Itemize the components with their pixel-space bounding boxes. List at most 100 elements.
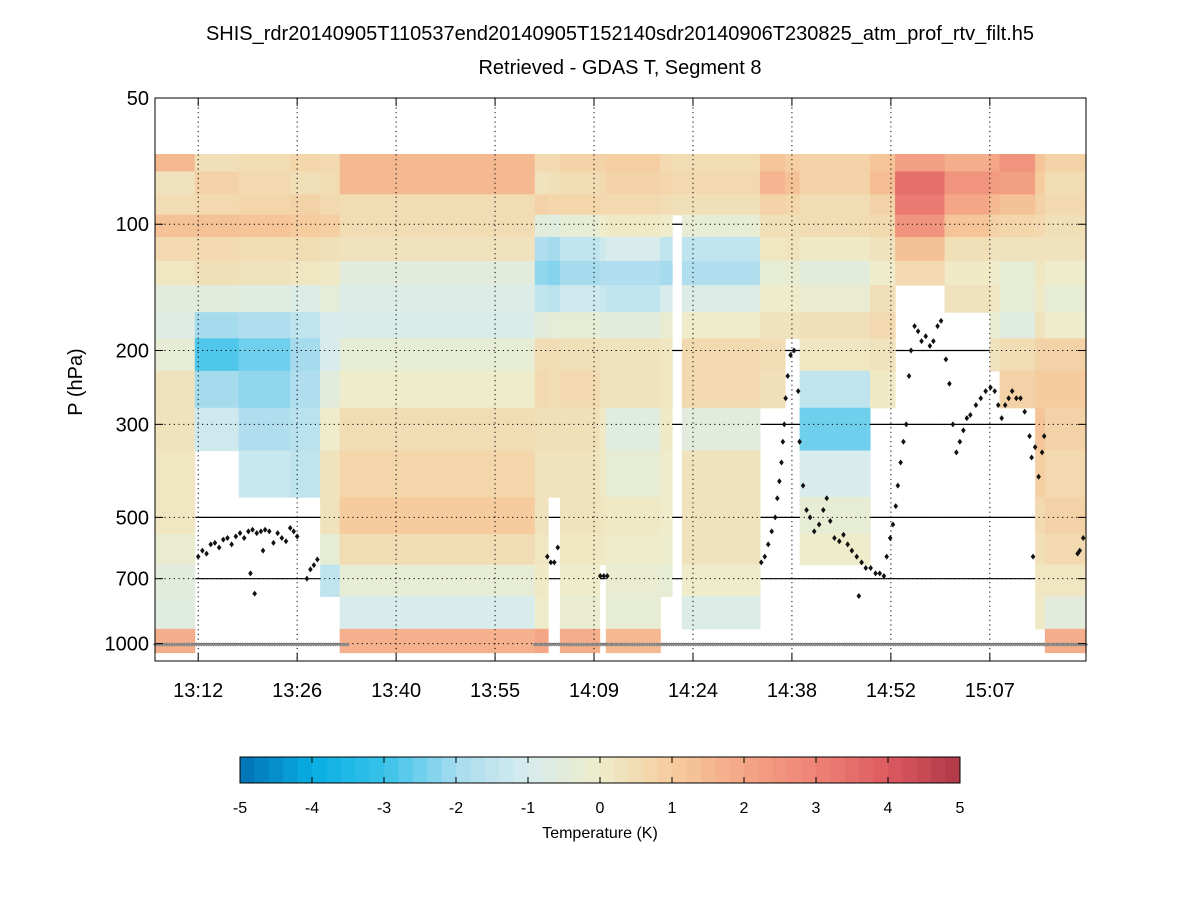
heatmap-cell	[339, 285, 536, 313]
heatmap-cell	[999, 236, 1036, 262]
cloud-top-marker	[1032, 444, 1038, 451]
heatmap-cell	[290, 260, 321, 286]
colorbar-cell	[945, 757, 961, 783]
surface-marker	[218, 642, 223, 647]
heatmap-cell	[534, 407, 549, 452]
surface-marker	[954, 642, 959, 647]
surface-marker	[869, 642, 874, 647]
heatmap-cell	[989, 260, 1001, 286]
surface-marker	[1059, 642, 1064, 647]
surface-marker	[1064, 642, 1069, 647]
heatmap-cell	[681, 533, 761, 566]
heatmap-cell	[534, 154, 549, 173]
surface-marker	[713, 642, 718, 647]
colorbar-cell	[312, 757, 327, 783]
heatmap-cell	[784, 214, 801, 238]
cloud-top-marker	[895, 482, 901, 489]
heatmap-cell	[238, 171, 291, 195]
surface-marker	[287, 642, 292, 647]
surface-marker	[162, 642, 167, 647]
y-tick-label: 700	[116, 569, 149, 591]
cloud-top-marker	[279, 535, 285, 542]
surface-marker	[637, 642, 642, 647]
surface-marker	[603, 642, 608, 647]
cloud-top-marker	[824, 495, 830, 502]
surface-marker	[686, 642, 691, 647]
cloud-top-marker	[841, 531, 846, 538]
heatmap-cell	[238, 236, 291, 262]
surface-marker	[204, 642, 209, 647]
heatmap-cell	[799, 285, 871, 313]
surface-marker	[864, 642, 869, 647]
surface-marker	[847, 642, 852, 647]
colorbar-cell	[268, 757, 284, 783]
surface-marker	[596, 642, 601, 647]
surface-marker	[182, 642, 187, 647]
surface-marker	[206, 642, 211, 647]
heatmap-cell	[1044, 370, 1087, 409]
surface-marker	[708, 642, 713, 647]
surface-marker	[539, 642, 545, 647]
surface-marker	[1013, 642, 1018, 647]
heatmap-cell	[1044, 450, 1087, 498]
surface-marker	[796, 642, 801, 647]
cloud-top-marker	[304, 575, 310, 582]
cloud-top-marker	[258, 528, 264, 535]
heatmap-cell	[534, 450, 549, 498]
heatmap-cell	[1044, 564, 1087, 597]
cloud-top-marker	[973, 402, 979, 409]
surface-marker	[262, 642, 267, 647]
cloud-top-marker	[216, 544, 222, 551]
heatmap-cell	[869, 312, 896, 339]
heatmap-cell	[548, 260, 561, 286]
surface-marker	[691, 642, 696, 647]
surface-marker	[964, 642, 969, 647]
heatmap-cell	[989, 171, 1001, 195]
surface-marker	[1035, 642, 1040, 647]
colorbar-cell	[787, 757, 803, 783]
surface-marker	[591, 642, 596, 647]
surface-marker	[827, 642, 833, 647]
heatmap-cell	[559, 194, 601, 216]
surface-marker	[957, 642, 962, 647]
surface-marker	[230, 642, 236, 647]
surface-marker	[330, 642, 336, 647]
colorbar-cell	[369, 757, 385, 783]
surface-marker	[752, 642, 757, 647]
surface-marker	[883, 642, 889, 647]
heatmap-cell	[605, 450, 661, 498]
heatmap-cell	[599, 236, 607, 262]
cloud-top-marker	[233, 533, 239, 540]
surface-marker	[1039, 642, 1045, 647]
cloud-top-marker	[988, 384, 993, 391]
surface-marker	[1003, 642, 1008, 647]
cloud-top-marker	[868, 564, 873, 571]
heatmap-cell	[238, 194, 291, 216]
surface-marker	[661, 642, 667, 647]
axes-frame	[154, 97, 1087, 662]
surface-marker	[932, 642, 937, 647]
heatmap-cell	[869, 260, 896, 286]
surface-marker	[749, 642, 754, 647]
surface-marker	[949, 642, 954, 647]
heatmap-cell	[290, 194, 321, 216]
surface-marker	[676, 642, 681, 647]
cloud-top-marker	[254, 530, 260, 537]
y-tick-label: 1000	[105, 634, 150, 656]
surface-marker	[747, 642, 752, 647]
surface-marker	[700, 642, 706, 647]
surface-marker	[226, 642, 231, 647]
surface-marker	[664, 642, 669, 647]
surface-marker	[805, 642, 811, 647]
surface-marker	[304, 642, 309, 647]
cloud-top-marker	[1030, 553, 1036, 560]
heatmap-cell	[155, 450, 196, 498]
heatmap-cell	[944, 154, 991, 173]
surface-marker	[1042, 642, 1047, 647]
surface-marker	[216, 642, 221, 647]
colorbar-cell	[700, 757, 716, 783]
cloud-top-marker	[837, 538, 842, 545]
surface-marker	[944, 642, 950, 647]
colorbar-cell	[456, 757, 471, 783]
colorbar-tick-label: 3	[812, 800, 821, 817]
